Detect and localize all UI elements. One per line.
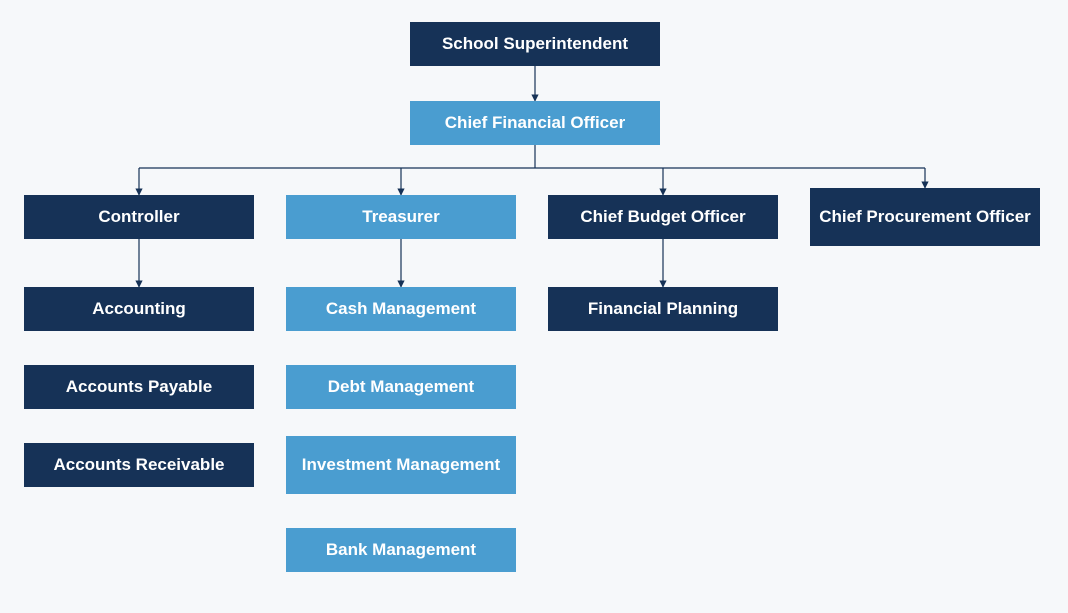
node-ar: Accounts Receivable (24, 443, 254, 487)
node-finplan: Financial Planning (548, 287, 778, 331)
node-label: Accounts Receivable (53, 455, 224, 475)
node-ap: Accounts Payable (24, 365, 254, 409)
node-controller: Controller (24, 195, 254, 239)
node-cbo: Chief Budget Officer (548, 195, 778, 239)
node-label: Financial Planning (588, 299, 738, 319)
node-label: Treasurer (362, 207, 440, 227)
node-bank: Bank Management (286, 528, 516, 572)
node-invest: Investment Management (286, 436, 516, 494)
node-label: Accounting (92, 299, 186, 319)
node-label: Accounts Payable (66, 377, 212, 397)
node-treasurer: Treasurer (286, 195, 516, 239)
node-label: Investment Management (302, 455, 500, 475)
node-cfo: Chief Financial Officer (410, 101, 660, 145)
node-label: School Superintendent (442, 34, 628, 54)
node-label: Bank Management (326, 540, 476, 560)
node-label: Chief Financial Officer (445, 113, 625, 133)
node-debt: Debt Management (286, 365, 516, 409)
node-superintendent: School Superintendent (410, 22, 660, 66)
node-accounting: Accounting (24, 287, 254, 331)
node-label: Chief Budget Officer (580, 207, 745, 227)
org-chart-canvas: School Superintendent Chief Financial Of… (0, 0, 1068, 613)
node-label: Cash Management (326, 299, 476, 319)
node-label: Debt Management (328, 377, 474, 397)
node-cpo: Chief Procurement Officer (810, 188, 1040, 246)
node-label: Controller (98, 207, 179, 227)
node-label: Chief Procurement Officer (819, 207, 1031, 227)
node-cash: Cash Management (286, 287, 516, 331)
